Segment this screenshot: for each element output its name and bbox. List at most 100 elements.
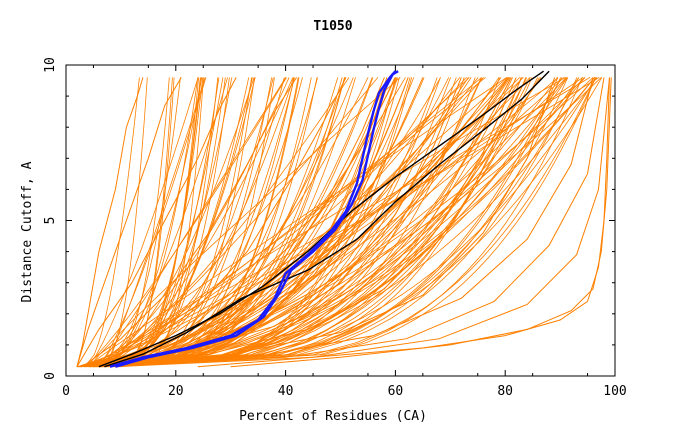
y-tick-label: 10 — [43, 57, 58, 73]
bulk-series-line — [93, 77, 597, 368]
x-axis-label: Percent of Residues (CA) — [239, 409, 427, 424]
x-tick-label: 80 — [497, 384, 513, 399]
bulk-series-line — [82, 77, 479, 368]
bulk-series-line — [103, 77, 561, 368]
bulk-series-line — [92, 77, 253, 368]
bulk-series-line — [89, 77, 533, 368]
bulk-series-line — [94, 77, 580, 368]
bulk-series-line — [114, 77, 256, 368]
series-line — [76, 77, 237, 367]
bulk-series-line — [88, 77, 401, 367]
chart-title: T1050 — [313, 19, 352, 34]
bulk-series-line — [92, 77, 450, 368]
bulk-series-line — [87, 77, 586, 368]
bulk-series-line — [97, 77, 207, 367]
bulk-series-line — [100, 77, 465, 368]
bulk-series-line — [86, 77, 591, 368]
series-line — [87, 77, 347, 368]
x-tick-label: 0 — [62, 384, 70, 399]
bulk-series-line — [86, 77, 441, 368]
x-tick-label: 20 — [168, 384, 184, 399]
bulk-series-line — [104, 77, 206, 367]
bulk-series-line — [94, 77, 273, 368]
bulk-series-line — [89, 77, 438, 368]
series-line — [109, 77, 605, 368]
bulk-series-line — [103, 77, 467, 368]
bulk-series-line — [108, 77, 598, 368]
bulk-series-line — [77, 77, 318, 368]
bulk-series-line — [77, 77, 596, 368]
bulk-series-line — [115, 77, 538, 368]
bulk-series-line — [86, 77, 486, 368]
bulk-series-line — [90, 77, 569, 368]
series-line — [82, 77, 298, 368]
bulk-series-line — [84, 77, 140, 367]
bulk-series-line — [81, 77, 204, 368]
bulk-series-line — [97, 77, 148, 368]
y-tick-label: 5 — [43, 217, 58, 225]
bulk-series-line — [108, 77, 356, 368]
bulk-series-line — [98, 77, 230, 368]
highlight-series-line — [115, 70, 399, 368]
series-line — [230, 77, 612, 368]
y-tick-label: 0 — [43, 372, 58, 380]
bulk-series-line — [95, 77, 294, 368]
bulk-series-line — [84, 77, 584, 368]
bulk-series-line — [85, 77, 482, 368]
bulk-series-line — [94, 77, 255, 368]
bulk-series-line — [103, 77, 484, 368]
bulk-series-line — [87, 77, 199, 367]
bulk-series-line — [93, 77, 522, 368]
series-line — [98, 77, 556, 368]
bulk-series-line — [85, 77, 170, 368]
x-tick-label: 60 — [388, 384, 404, 399]
bulk-series-line — [104, 77, 379, 368]
x-tick-label: 40 — [278, 384, 294, 399]
bulk-series-line — [110, 77, 527, 368]
x-axis-ticks: 0 20 40 60 80 100 — [62, 65, 627, 399]
bulk-series-line — [117, 77, 501, 368]
bulk-series-line — [111, 77, 175, 368]
bulk-series-bundle — [77, 77, 603, 368]
x-tick-label: 100 — [603, 384, 626, 399]
bulk-series-line — [103, 77, 509, 368]
bulk-series-line — [105, 77, 451, 368]
y-axis-ticks: 0 5 10 — [43, 57, 615, 380]
bulk-series-line — [114, 77, 565, 368]
bulk-series-line — [84, 77, 287, 367]
series-line — [197, 77, 610, 368]
series-line — [87, 77, 385, 368]
highlight-series-line — [109, 70, 397, 368]
bulk-series-line — [114, 77, 252, 368]
series-line — [98, 77, 517, 368]
series-line — [104, 77, 594, 368]
bulk-series-line — [88, 77, 413, 368]
bulk-series-line — [86, 77, 507, 368]
series-line — [93, 77, 462, 368]
bulk-series-line — [118, 77, 204, 368]
bulk-series-line — [88, 77, 255, 368]
bulk-series-line — [101, 77, 597, 368]
bulk-series-line — [81, 77, 345, 368]
bulk-series-line — [107, 77, 528, 368]
bulk-series-line — [116, 77, 224, 368]
bulk-series-line — [90, 77, 274, 368]
bulk-series-line — [110, 77, 512, 368]
bulk-series-line — [77, 77, 559, 368]
bulk-series-line — [92, 77, 350, 368]
bulk-series-line — [85, 77, 369, 368]
bulk-series-line — [97, 77, 510, 368]
bulk-series-line — [98, 77, 287, 367]
bulk-series-line — [99, 77, 373, 368]
bulk-series-line — [98, 77, 228, 368]
bulk-series-line — [119, 77, 343, 368]
bulk-series-line — [84, 77, 318, 368]
bulk-series-line — [105, 77, 483, 368]
bulk-series-line — [80, 77, 542, 368]
bulk-series-line — [104, 77, 566, 368]
bulk-series-line — [84, 77, 523, 368]
series-layer — [76, 70, 612, 368]
reference-series-line — [104, 70, 550, 368]
